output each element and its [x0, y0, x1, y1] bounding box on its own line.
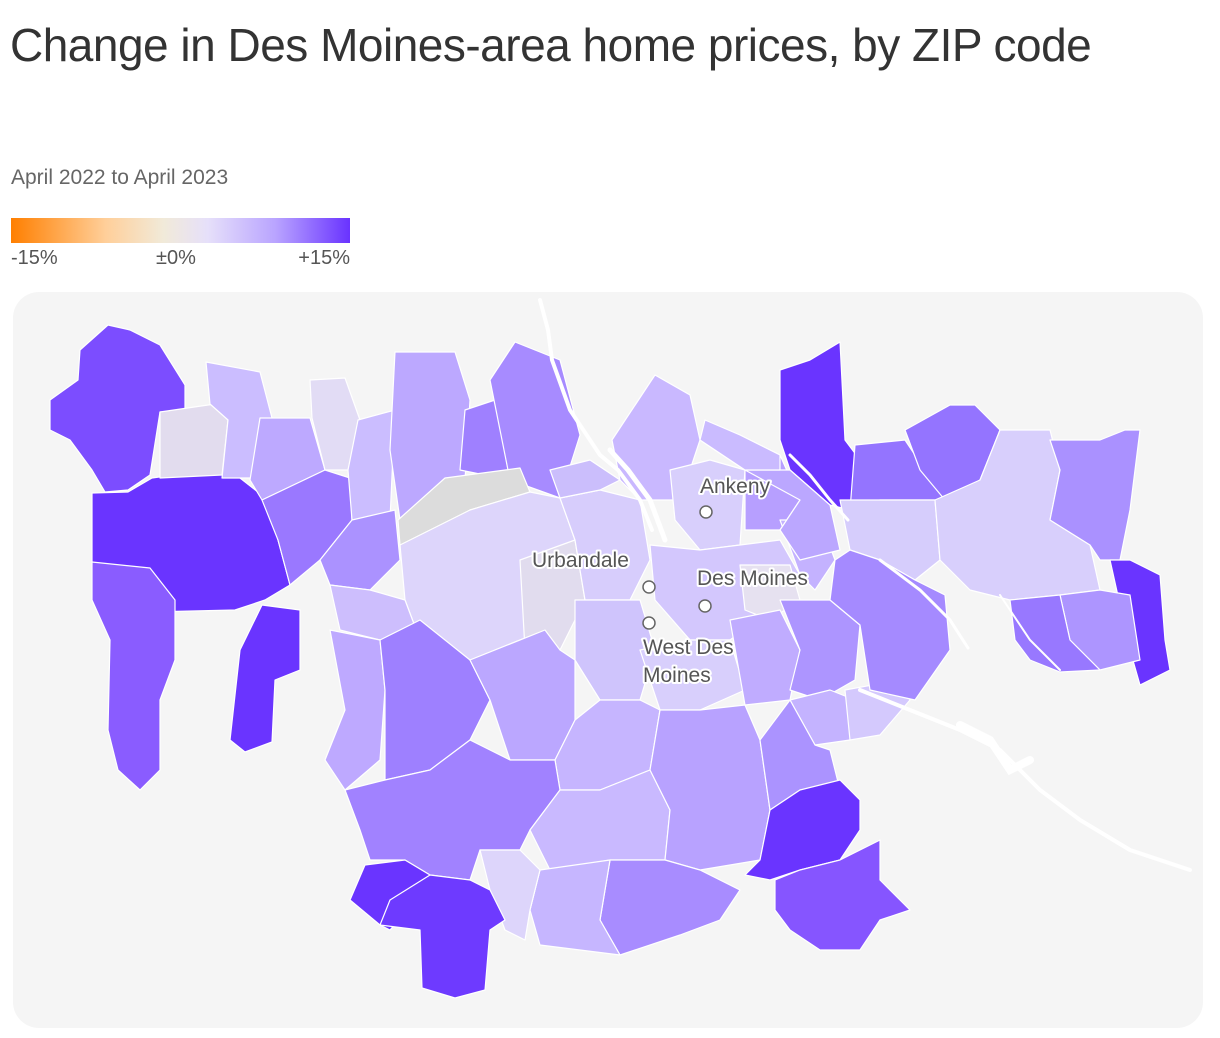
zip-region[interactable]	[529, 859, 621, 956]
city-label-west-des-moines-line2: Moines	[643, 664, 711, 687]
zip-region[interactable]	[599, 859, 741, 956]
city-markers	[642, 505, 713, 630]
zip-region[interactable]	[379, 874, 506, 999]
city-marker-des-moines	[698, 599, 712, 613]
river-lines	[538, 298, 1192, 872]
zip-region[interactable]	[229, 604, 301, 753]
zip-region[interactable]	[344, 739, 561, 881]
city-marker-urbandale	[642, 580, 656, 594]
page-title: Change in Des Moines-area home prices, b…	[10, 19, 1092, 71]
zip-region[interactable]	[649, 704, 771, 871]
zip-region[interactable]	[559, 489, 651, 601]
legend-label-mid: ±0%	[156, 247, 196, 269]
city-label-west-des-moines: West Des	[643, 636, 734, 659]
zip-region[interactable]	[699, 419, 781, 471]
legend-label-min: -15%	[11, 247, 58, 269]
city-marker-west-des-moines	[642, 616, 656, 630]
map-panel: Ankeny Urbandale Des Moines West Des Moi…	[13, 292, 1203, 1028]
zip-region[interactable]	[829, 549, 951, 701]
color-legend: -15% ±0% +15%	[11, 218, 350, 269]
zip-region[interactable]	[519, 539, 586, 651]
zip-region[interactable]	[49, 324, 186, 493]
zip-region[interactable]	[774, 839, 911, 951]
city-marker-ankeny	[699, 505, 713, 519]
legend-label-max: +15%	[298, 247, 350, 269]
zip-region[interactable]	[159, 403, 229, 479]
page-subtitle: April 2022 to April 2023	[11, 166, 229, 189]
zip-code-map: Ankeny Urbandale Des Moines West Des Moi…	[49, 298, 1192, 999]
legend-gradient-bar	[11, 218, 350, 243]
zip-region[interactable]	[324, 629, 386, 791]
city-label-des-moines: Des Moines	[697, 567, 808, 590]
zip-region[interactable]	[744, 469, 841, 561]
city-labels: Ankeny Urbandale Des Moines West Des Moi…	[530, 473, 810, 689]
zip-region[interactable]	[549, 459, 621, 499]
zip-region[interactable]	[91, 561, 176, 791]
zip-region[interactable]	[1009, 594, 1101, 673]
zip-region[interactable]	[669, 459, 746, 551]
city-label-urbandale: Urbandale	[532, 549, 629, 572]
city-label-ankeny: Ankeny	[700, 475, 771, 498]
